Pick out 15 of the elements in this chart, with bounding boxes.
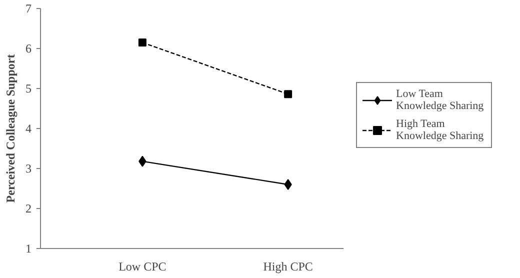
y-tick-label: 6 [26, 42, 32, 56]
legend-label: High Team Knowledge Sharing [396, 118, 485, 142]
y-tick-label: 7 [26, 2, 32, 16]
y-tick-label: 2 [26, 202, 32, 216]
y-tick-label: 4 [26, 122, 32, 136]
point [138, 38, 146, 46]
y-axis-title: Perceived Colleague Support [4, 54, 18, 203]
y-tick-label: 5 [26, 82, 32, 96]
x-tick-label: High CPC [263, 260, 313, 274]
point [284, 90, 292, 98]
point [284, 179, 292, 190]
y-tick-label: 3 [26, 162, 32, 176]
legend-label: Low Team Knowledge Sharing [396, 88, 485, 112]
x-tick-label: Low CPC [118, 260, 166, 274]
y-tick-label: 1 [26, 242, 32, 256]
